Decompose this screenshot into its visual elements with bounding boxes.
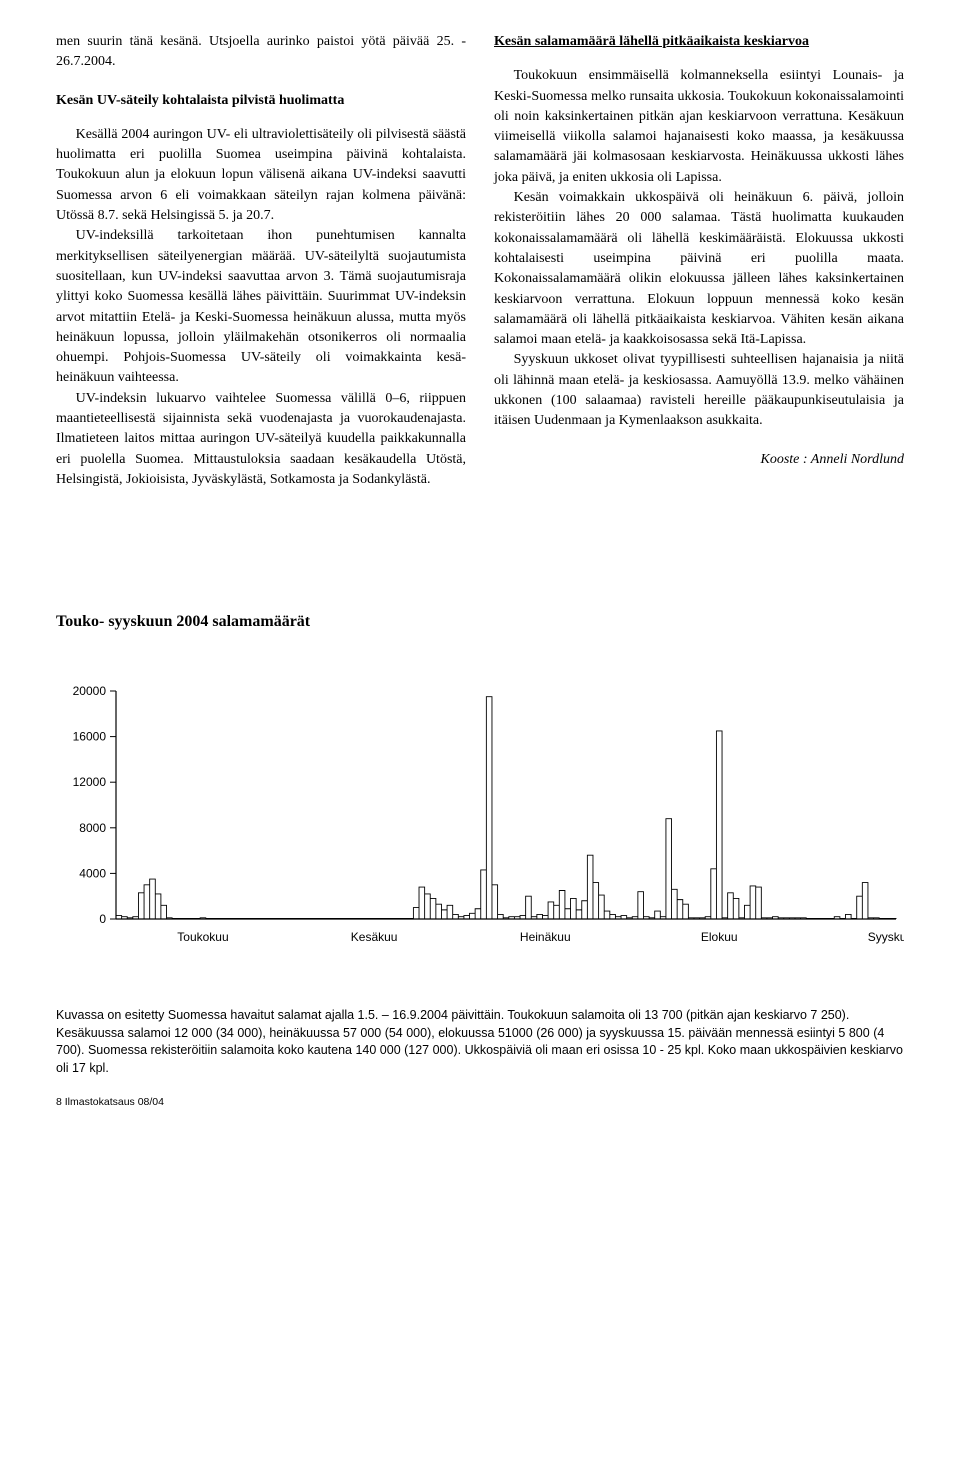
right-p2: Kesän voimakkain ukkospäivä oli heinäkuu… [494, 188, 904, 350]
left-p1: men suurin tänä kesänä. Utsjoella aurink… [56, 32, 466, 73]
svg-text:20000: 20000 [73, 684, 107, 698]
right-heading: Kesän salamamäärä lähellä pitkäaikaista … [494, 32, 904, 52]
svg-text:Heinäkuu: Heinäkuu [520, 930, 571, 944]
chart-svg: 0 4000 8000 12000 16000 20000 Toukokuu Kesäkuu H… [56, 681, 904, 951]
chart-caption: Kuvassa on esitetty Suomessa havaitut sa… [56, 1007, 904, 1077]
right-p3: Syyskuun ukkoset olivat tyypillisesti su… [494, 350, 904, 431]
credit-line: Kooste : Anneli Nordlund [494, 450, 904, 470]
svg-text:4000: 4000 [79, 867, 106, 881]
svg-text:Syyskuu: Syyskuu [868, 930, 904, 944]
right-p1: Toukokuun ensimmäisellä kolmanneksella e… [494, 66, 904, 188]
left-heading: Kesän UV-säteily kohtalaista pilvistä hu… [56, 91, 466, 111]
svg-text:Kesäkuu: Kesäkuu [351, 930, 398, 944]
svg-text:16000: 16000 [73, 730, 107, 744]
svg-text:Elokuu: Elokuu [701, 930, 738, 944]
svg-text:8000: 8000 [79, 821, 106, 835]
left-p3: UV-indeksillä tarkoitetaan ihon punehtum… [56, 226, 466, 388]
svg-text:12000: 12000 [73, 776, 107, 790]
chart-title: Touko- syyskuun 2004 salamamäärät [56, 610, 904, 633]
left-p4: UV-indeksin lukuarvo vaihtelee Suomessa … [56, 389, 466, 490]
page-footer: 8 Ilmastokatsaus 08/04 [56, 1095, 904, 1110]
svg-text:Toukokuu: Toukokuu [177, 930, 228, 944]
svg-text:0: 0 [99, 912, 106, 926]
left-p2: Kesällä 2004 auringon UV- eli ultraviole… [56, 125, 466, 226]
lightning-chart: 0 4000 8000 12000 16000 20000 Toukokuu Kesäkuu H… [56, 681, 904, 951]
